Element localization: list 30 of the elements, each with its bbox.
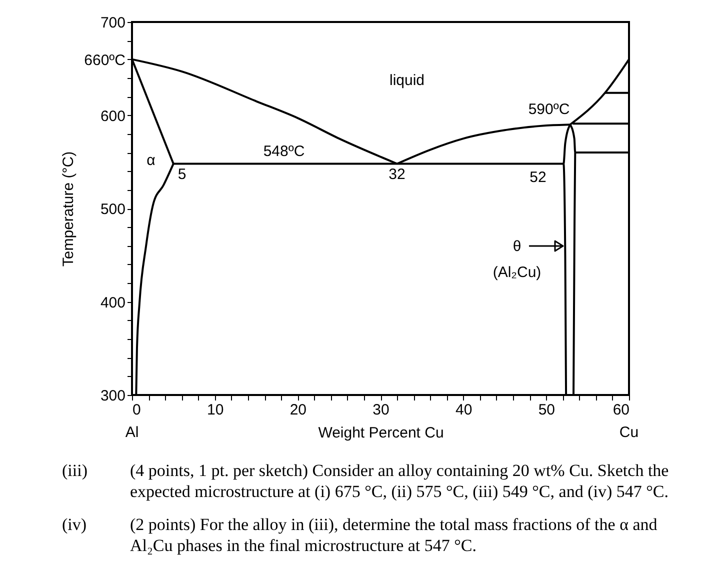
text: (2 points) For the alloy in (iii), determine the total mass fractions of the α and Al₂Cu phases in the final microstructure at 547 °C. — [130, 515, 658, 555]
y-axis-title: Temperature (°C) — [60, 151, 78, 267]
annotation: α — [146, 152, 156, 169]
y-tick-label: 660ºC — [84, 52, 126, 69]
x-tick-label: 60 — [612, 402, 630, 418]
x-tick-label: 20 — [290, 402, 307, 418]
text: (iii) — [62, 461, 88, 480]
annotation: 52 — [530, 169, 546, 186]
text: (iv) — [62, 515, 87, 534]
x-tick-label: 40 — [455, 402, 472, 418]
annotation: 5 — [178, 166, 186, 183]
x-tick-label: 10 — [206, 402, 224, 418]
text: (4 points, 1 pt. per sketch) Consider an alloy containing 20 wt% Cu. Sketch the expected microstructure at (i) 675 °C, (ii) 575 °C, (iii) 549 °C, and (iv) 547 °C. — [130, 461, 669, 501]
y-tick-label: 700 — [100, 14, 126, 32]
annotation: 32 — [388, 166, 406, 183]
x-tick-label: 50 — [538, 402, 556, 418]
y-tick-label: 500 — [100, 201, 126, 218]
text: Cu — [619, 424, 639, 441]
y-tick-label: 400 — [100, 294, 126, 312]
x-tick-label: 0 — [132, 402, 141, 418]
annotation: liquid — [389, 72, 425, 89]
y-tick-label: 600 — [100, 108, 126, 125]
x-tick-label: 30 — [372, 402, 390, 418]
annotation: 590ºC — [528, 101, 570, 118]
annotation: 548ºC — [263, 143, 305, 160]
annotation: θ — [512, 238, 522, 255]
y-tick-label: 300 — [100, 388, 126, 404]
annotation: (Al₂Cu) — [492, 264, 542, 281]
x-axis-title: Weight Percent Cu — [318, 424, 444, 442]
text: Al — [125, 424, 139, 441]
